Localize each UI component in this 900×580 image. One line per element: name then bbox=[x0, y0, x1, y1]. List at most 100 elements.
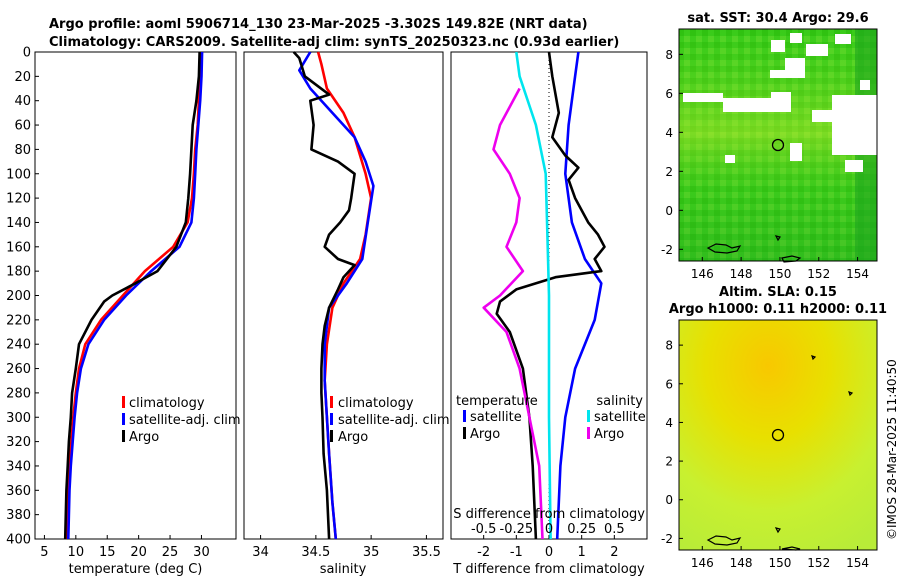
depth-tick-label: 140 bbox=[6, 216, 31, 231]
legend-swatch-s-argo bbox=[587, 427, 590, 439]
sst-map-title: sat. SST: 30.4 Argo: 29.6 bbox=[687, 11, 868, 26]
difference-panel: -2 -1 0 1 2 temperature satellite Argo salin… bbox=[450, 51, 648, 577]
map-lon-tick-label: 152 bbox=[807, 267, 830, 281]
series-line-s-satellite bbox=[515, 51, 552, 540]
x-tick-label: 15 bbox=[99, 545, 116, 560]
legend-label-satellite: satellite-adj. clim bbox=[129, 413, 241, 428]
legend-label-satellite: satellite-adj. clim bbox=[338, 413, 450, 428]
map-lon-tick-label: 152 bbox=[807, 556, 830, 570]
x-tick-label: 10 bbox=[68, 545, 85, 560]
sla-map: Altim. SLA: 0.15 Argo h1000: 0.11 h2000:… bbox=[661, 285, 887, 570]
legend-swatch-climatology bbox=[330, 396, 333, 408]
temperature-axes-box bbox=[34, 51, 237, 540]
depth-tick-label: 0 bbox=[23, 46, 31, 61]
timestamp-watermark: ©IMOS 28-Mar-2025 11:40:50 bbox=[885, 359, 899, 540]
x-tick-label: 30 bbox=[193, 545, 210, 560]
salinity-xlabel: salinity bbox=[320, 562, 367, 577]
map-lat-tick-label: 6 bbox=[665, 87, 673, 101]
map-lat-tick-label: -2 bbox=[661, 532, 673, 546]
x-tick-label: -1 bbox=[510, 545, 523, 560]
sst-cloud-mask bbox=[683, 33, 877, 172]
x-tick-label: 35.5 bbox=[412, 545, 441, 560]
depth-tick-label: 20 bbox=[14, 70, 31, 85]
legend-label-climatology: climatology bbox=[338, 396, 414, 411]
legend-label-t-satellite: satellite bbox=[470, 410, 522, 425]
x-tick-label: -2 bbox=[477, 545, 490, 560]
legend-label-argo: Argo bbox=[338, 430, 368, 445]
legend-swatch-t-argo bbox=[463, 427, 466, 439]
s-difference-tick-label: 0.5 bbox=[604, 522, 625, 537]
x-tick-label: 25 bbox=[162, 545, 179, 560]
depth-tick-label: 360 bbox=[6, 484, 31, 499]
salinity-panel: 34 34.5 35 35.5 climatology satellite-adj. … bbox=[243, 51, 450, 577]
legend-label-t-argo: Argo bbox=[470, 427, 500, 442]
map-lon-tick-label: 154 bbox=[846, 556, 869, 570]
x-tick-label: 35 bbox=[363, 545, 380, 560]
sla-coastline bbox=[706, 355, 854, 551]
map-lat-tick-label: 0 bbox=[665, 493, 673, 507]
map-lon-tick-label: 154 bbox=[846, 267, 869, 281]
depth-tick-label: 280 bbox=[6, 386, 31, 401]
sst-argo-location-marker bbox=[771, 138, 785, 152]
sla-field bbox=[679, 320, 877, 551]
depth-tick-label: 100 bbox=[6, 167, 31, 182]
depth-tick-label: 160 bbox=[6, 240, 31, 255]
s-difference-tick-label: -0.25 bbox=[500, 522, 534, 537]
map-lon-tick-label: 146 bbox=[691, 556, 714, 570]
legend-swatch-s-satellite bbox=[587, 410, 590, 422]
legend-swatch-climatology bbox=[122, 396, 125, 408]
s-difference-tick-label: -0.5 bbox=[471, 522, 496, 537]
temperature-xlabel: temperature (deg C) bbox=[69, 562, 203, 577]
x-tick-label: 1 bbox=[578, 545, 586, 560]
depth-tick-label: 320 bbox=[6, 435, 31, 450]
depth-tick-label: 60 bbox=[14, 119, 31, 134]
depth-tick-label: 120 bbox=[6, 192, 31, 207]
sst-axes-box bbox=[678, 28, 878, 262]
sla-axes-box bbox=[678, 319, 878, 551]
depth-tick-label: 260 bbox=[6, 362, 31, 377]
legend-label-climatology: climatology bbox=[129, 396, 205, 411]
sla-map-title-1: Altim. SLA: 0.15 bbox=[719, 285, 837, 300]
sst-map: sat. SST: 30.4 Argo: 29.6 bbox=[661, 11, 878, 281]
x-tick-label: 34.5 bbox=[301, 545, 330, 560]
x-tick-label: 5 bbox=[40, 545, 48, 560]
map-lat-tick-label: 2 bbox=[665, 165, 673, 179]
sst-field bbox=[679, 29, 877, 263]
legend-label-s-argo: Argo bbox=[594, 427, 624, 442]
legend-title-temperature: temperature bbox=[456, 394, 538, 409]
x-tick-label: 0 bbox=[545, 545, 553, 560]
depth-tick-label: 180 bbox=[6, 265, 31, 280]
legend-swatch-argo bbox=[330, 430, 333, 442]
legend-swatch-t-satellite bbox=[463, 410, 466, 422]
s-difference-xlabel: S difference from climatology bbox=[453, 507, 645, 522]
depth-tick-label: 240 bbox=[6, 338, 31, 353]
legend-title-salinity: salinity bbox=[596, 394, 643, 409]
map-lon-tick-label: 148 bbox=[730, 267, 753, 281]
series-line-satellite-adj-clim bbox=[67, 51, 204, 540]
depth-tick-label: 80 bbox=[14, 143, 31, 158]
temperature-legend: climatology satellite-adj. clim Argo bbox=[122, 396, 241, 445]
sla-argo-location-marker bbox=[771, 428, 785, 442]
map-lat-tick-label: 0 bbox=[665, 204, 673, 218]
temperature-panel: 0 20 40 60 80 100 120 140 160 180 200 220 240 260 280 3… bbox=[6, 46, 455, 577]
series-line-argo bbox=[63, 51, 201, 540]
map-lon-tick-label: 150 bbox=[768, 556, 791, 570]
legend-swatch-argo bbox=[122, 430, 125, 442]
series-line-t-argo bbox=[495, 51, 606, 540]
salinity-legend: climatology satellite-adj. clim Argo bbox=[330, 396, 450, 445]
t-difference-xlabel: T difference from climatology bbox=[452, 562, 645, 577]
depth-tick-label: 380 bbox=[6, 508, 31, 523]
header-line-1: Argo profile: aoml 5906714_130 23-Mar-20… bbox=[49, 17, 588, 32]
depth-tick-label: 400 bbox=[6, 533, 31, 548]
header-line-2: Climatology: CARS2009. Satellite-adj cli… bbox=[49, 35, 619, 50]
legend-label-s-satellite: satellite bbox=[594, 410, 646, 425]
depth-tick-label: 40 bbox=[14, 94, 31, 109]
map-lat-tick-label: 4 bbox=[665, 126, 673, 140]
map-lat-tick-label: -2 bbox=[661, 243, 673, 257]
depth-tick-label: 200 bbox=[6, 289, 31, 304]
series-line-satellite-adj-clim bbox=[297, 51, 375, 540]
difference-legend: temperature satellite Argo salinity sate… bbox=[456, 394, 646, 442]
depth-tick-label: 220 bbox=[6, 313, 31, 328]
salinity-axes-box bbox=[243, 51, 444, 540]
